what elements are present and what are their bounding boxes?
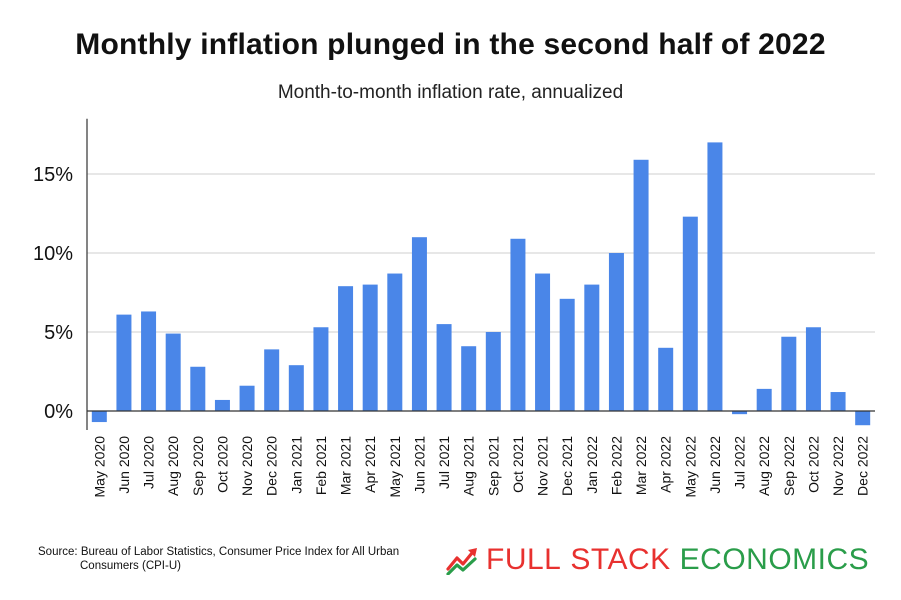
source-line-1: Source: Bureau of Labor Statistics, Cons… [38, 546, 400, 558]
bar [141, 311, 157, 411]
bar [239, 385, 255, 411]
x-tick-label: Dec 2022 [855, 436, 871, 496]
chart-subtitle: Month-to-month inflation rate, annualize… [277, 82, 624, 103]
x-tick-label: May 2021 [387, 436, 403, 498]
source-line-2: Consumers (CPI-U) [80, 560, 181, 572]
bar [362, 284, 378, 411]
bar [781, 336, 797, 411]
trend-arrow-icon [446, 548, 477, 575]
x-tick-label: Oct 2021 [510, 436, 526, 493]
bar [313, 327, 329, 411]
x-tick-label: Nov 2022 [830, 436, 846, 496]
x-tick-label: Oct 2020 [214, 436, 230, 493]
bar-chart: 0% 5% 10% 15% May 2020 Jun 2020 Jul 2020 Aug 20… [33, 118, 875, 498]
bar [658, 347, 674, 411]
x-tick-label: Nov 2020 [239, 436, 255, 496]
bar [608, 253, 624, 411]
x-tick-label: Jun 2022 [707, 436, 723, 494]
bar [559, 298, 575, 411]
x-tick-label: Oct 2022 [805, 436, 821, 493]
x-tick-label: Feb 2022 [608, 436, 624, 495]
x-tick-label: Sep 2020 [190, 436, 206, 496]
bar [338, 286, 354, 411]
logo-word-stack: STACK [570, 543, 671, 576]
bar [190, 366, 206, 411]
bar [535, 273, 551, 411]
bar [288, 365, 304, 411]
bar [805, 327, 821, 411]
x-tick-label: Sep 2022 [781, 436, 797, 496]
bar [584, 284, 600, 411]
x-tick-label: Jul 2021 [436, 436, 452, 489]
x-tick-label: Apr 2022 [658, 436, 674, 493]
logo-word-economics: ECONOMICS [679, 543, 870, 576]
bar [264, 349, 280, 411]
bar [436, 324, 452, 411]
x-tick-label: Jul 2022 [732, 436, 748, 489]
x-tick-label: Aug 2021 [461, 436, 477, 496]
bar [633, 159, 649, 411]
x-tick-label: Jan 2022 [584, 436, 600, 494]
bar [682, 216, 698, 411]
x-tick-label: Jan 2021 [288, 436, 304, 494]
x-tick-label: Nov 2021 [535, 436, 551, 496]
bar [830, 392, 846, 411]
bar [485, 332, 501, 411]
bar [411, 237, 427, 411]
x-tick-label: Aug 2020 [165, 436, 181, 496]
bar [510, 238, 526, 411]
x-tick-label: Apr 2021 [362, 436, 378, 493]
bar [732, 411, 748, 415]
bar [91, 411, 107, 423]
chart-title: Monthly inflation plunged in the second … [75, 28, 826, 61]
x-tick-label: Mar 2021 [338, 436, 354, 495]
bar [387, 273, 403, 411]
y-tick-label: 10% [33, 243, 73, 265]
x-tick-label: Dec 2021 [559, 436, 575, 496]
y-tick-label: 0% [44, 401, 73, 423]
y-tick-label: 15% [33, 164, 73, 186]
x-tick-label: Jun 2021 [411, 436, 427, 494]
bar [461, 346, 477, 411]
bar [214, 399, 230, 411]
logo-word-full: FULL [486, 543, 562, 576]
x-tick-label: Jun 2020 [116, 436, 132, 494]
x-tick-label: Dec 2020 [264, 436, 280, 496]
bar [116, 314, 132, 411]
bar [165, 333, 181, 411]
bar [855, 411, 871, 426]
x-tick-label: Jul 2020 [141, 436, 157, 489]
full-stack-economics-logo: FULL STACK ECONOMICS [446, 540, 869, 580]
x-tick-label: May 2020 [91, 436, 107, 498]
x-tick-label: Sep 2021 [485, 436, 501, 496]
x-tick-label: Feb 2021 [313, 436, 329, 495]
x-tick-label: Aug 2022 [756, 436, 772, 496]
y-tick-label: 5% [44, 322, 73, 344]
x-tick-label: May 2022 [682, 436, 698, 498]
bar [707, 142, 723, 411]
bar [756, 388, 772, 411]
source-note: Source: Bureau of Labor Statistics, Cons… [38, 545, 399, 573]
x-tick-label: Mar 2022 [633, 436, 649, 495]
